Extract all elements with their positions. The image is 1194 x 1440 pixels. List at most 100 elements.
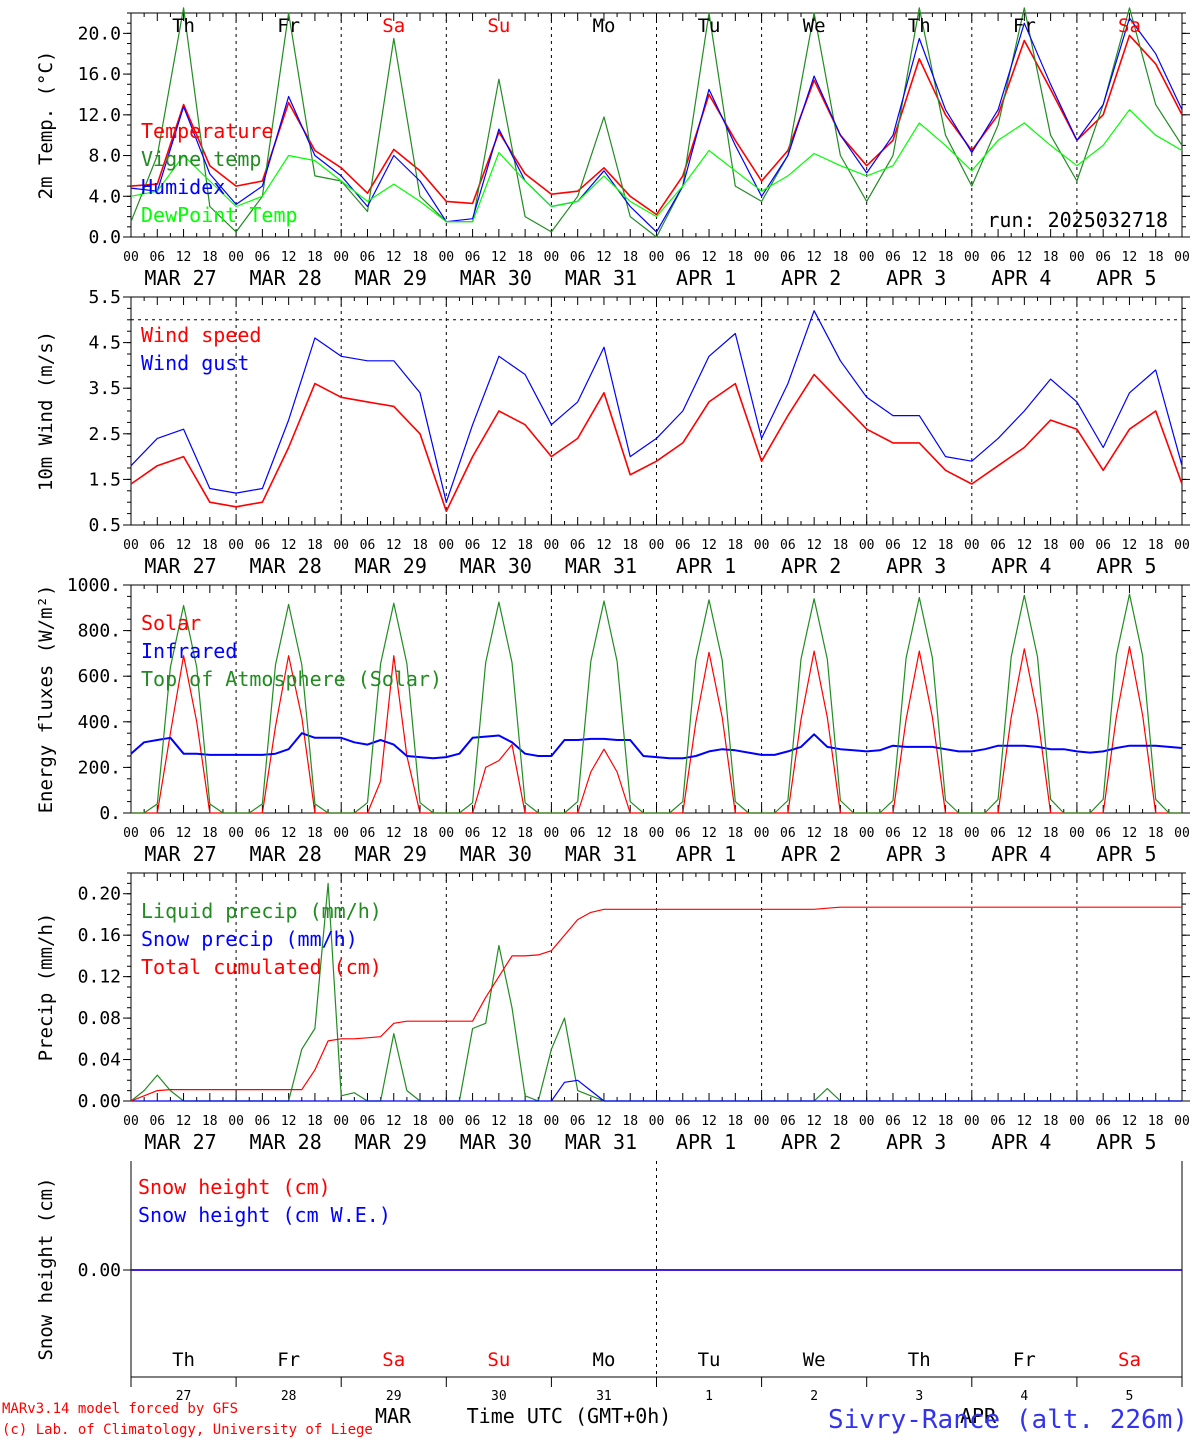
hour-tick-label: 00 xyxy=(438,538,454,553)
hour-tick-label: 00 xyxy=(649,826,665,841)
bottom-day-label: Mo xyxy=(593,1349,616,1371)
bottom-day-number: 27 xyxy=(176,1389,192,1404)
hour-tick-label: 00 xyxy=(859,1114,875,1129)
hour-tick-label: 00 xyxy=(123,538,139,553)
hour-tick-label: 00 xyxy=(649,1114,665,1129)
series-line-top-of-atmosphere-solar- xyxy=(131,593,1182,814)
hour-tick-label: 06 xyxy=(255,1114,271,1129)
hour-tick-label: 06 xyxy=(255,826,271,841)
bottom-day-number: 2 xyxy=(810,1389,818,1404)
hour-tick-label: 18 xyxy=(727,538,743,553)
y-tick-label: 800. xyxy=(78,621,121,642)
hour-tick-label: 06 xyxy=(990,538,1006,553)
hour-tick-label: 00 xyxy=(438,826,454,841)
hour-tick-label: 12 xyxy=(281,250,297,265)
hour-tick-label: 06 xyxy=(149,826,165,841)
legend-entry: Humidex xyxy=(141,175,225,199)
hour-tick-label: 00 xyxy=(438,1114,454,1129)
hour-tick-label: 06 xyxy=(570,826,586,841)
y-axis-label: 10m Wind (m/s) xyxy=(35,331,57,491)
hour-tick-label: 00 xyxy=(1174,1114,1190,1129)
y-tick-label: 20.0 xyxy=(78,23,121,44)
hour-tick-label: 00 xyxy=(754,1114,770,1129)
hour-tick-label: 06 xyxy=(149,1114,165,1129)
hour-tick-label: 12 xyxy=(911,250,927,265)
hour-tick-label: 00 xyxy=(1069,826,1085,841)
y-tick-label: 0.20 xyxy=(78,884,121,905)
hour-tick-label: 12 xyxy=(1017,250,1033,265)
date-label: MAR 27 xyxy=(144,842,216,866)
series-line-dewpoint-temp xyxy=(130,109,1183,223)
date-label: MAR 27 xyxy=(144,266,216,290)
date-label: MAR 28 xyxy=(250,842,322,866)
hour-tick-label: 06 xyxy=(360,826,376,841)
hour-tick-label: 18 xyxy=(412,538,428,553)
hour-tick-label: 00 xyxy=(544,538,560,553)
hour-tick-label: 00 xyxy=(333,1114,349,1129)
legend-entry: Wind gust xyxy=(141,351,249,375)
legend-entry: Snow height (cm) xyxy=(138,1175,331,1199)
day-label: Mo xyxy=(593,15,616,37)
credit-line-2: (c) Lab. of Climatology, University of L… xyxy=(2,1422,373,1438)
hour-tick-label: 06 xyxy=(885,826,901,841)
y-tick-label: 0.00 xyxy=(78,1260,121,1281)
panel-5 xyxy=(123,1161,1183,1387)
date-label: APR 3 xyxy=(886,266,946,290)
hour-tick-label: 06 xyxy=(885,250,901,265)
hour-tick-label: 12 xyxy=(491,538,507,553)
hour-tick-label: 00 xyxy=(333,250,349,265)
hour-tick-label: 12 xyxy=(701,538,717,553)
hour-tick-label: 12 xyxy=(701,826,717,841)
date-label: APR 2 xyxy=(781,1130,841,1154)
hour-tick-label: 18 xyxy=(833,1114,849,1129)
hour-tick-label: 18 xyxy=(727,1114,743,1129)
hour-tick-label: 00 xyxy=(333,826,349,841)
y-tick-label: 200. xyxy=(78,757,121,778)
hour-tick-label: 12 xyxy=(386,250,402,265)
y-tick-label: 0.04 xyxy=(78,1050,121,1071)
hour-tick-label: 18 xyxy=(412,1114,428,1129)
hour-tick-label: 12 xyxy=(911,538,927,553)
hour-tick-label: 06 xyxy=(149,538,165,553)
bottom-day-number: 29 xyxy=(386,1389,402,1404)
hour-tick-label: 00 xyxy=(754,826,770,841)
date-label: MAR 30 xyxy=(460,1130,532,1154)
hour-tick-label: 18 xyxy=(622,250,638,265)
hour-tick-label: 12 xyxy=(806,826,822,841)
series-line-humidex xyxy=(130,17,1183,233)
hour-tick-label: 18 xyxy=(938,250,954,265)
y-tick-label: 0.00 xyxy=(78,1091,121,1112)
date-label: MAR 28 xyxy=(250,1130,322,1154)
hour-tick-label: 06 xyxy=(570,250,586,265)
hour-tick-label: 06 xyxy=(360,250,376,265)
date-label: MAR 29 xyxy=(355,1130,427,1154)
y-tick-label: 5.5 xyxy=(88,287,121,308)
y-tick-label: 0.12 xyxy=(78,967,121,988)
bottom-day-number: 30 xyxy=(491,1389,507,1404)
bottom-day-number: 3 xyxy=(915,1389,923,1404)
hour-tick-label: 06 xyxy=(360,1114,376,1129)
station-name: Sivry-Rance (alt. 226m) xyxy=(828,1405,1188,1435)
hour-tick-label: 18 xyxy=(517,250,533,265)
y-tick-label: 0.0 xyxy=(88,227,121,248)
hour-tick-label: 18 xyxy=(1043,1114,1059,1129)
y-axis-label: Energy fluxes (W/m²) xyxy=(35,585,57,814)
legend-entry: Top of Atmosphere (Solar) xyxy=(141,667,442,691)
day-label: Th xyxy=(172,15,195,37)
hour-tick-label: 18 xyxy=(517,826,533,841)
hour-tick-label: 12 xyxy=(281,538,297,553)
day-label: Sa xyxy=(382,15,405,37)
hour-tick-label: 00 xyxy=(649,538,665,553)
hour-tick-label: 18 xyxy=(307,826,323,841)
hour-tick-label: 00 xyxy=(544,826,560,841)
hour-tick-label: 00 xyxy=(228,826,244,841)
series-line-wind-gust xyxy=(130,310,1183,503)
panel-2 xyxy=(123,296,1190,526)
hour-tick-label: 00 xyxy=(544,1114,560,1129)
y-tick-label: 400. xyxy=(78,712,121,733)
hour-tick-label: 06 xyxy=(780,826,796,841)
hour-tick-label: 06 xyxy=(675,1114,691,1129)
hour-tick-label: 18 xyxy=(412,826,428,841)
date-label: APR 2 xyxy=(781,554,841,578)
hour-tick-label: 06 xyxy=(1095,538,1111,553)
